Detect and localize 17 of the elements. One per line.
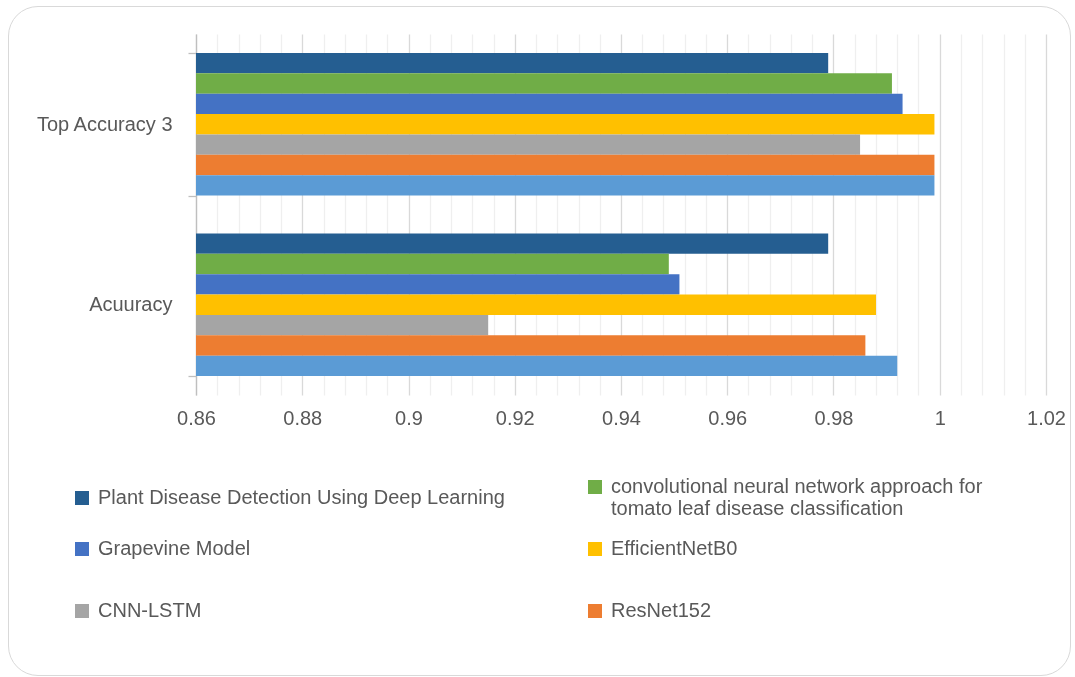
legend-label: CNN-LSTM xyxy=(98,599,202,621)
legend-label: ResNet152 xyxy=(611,599,712,621)
x-tick-label: 0.96 xyxy=(708,406,748,429)
legend-label: Plant Disease Detection Using Deep Learning xyxy=(98,486,505,508)
x-tick-label: 1 xyxy=(934,406,946,429)
x-tick-label: 0.94 xyxy=(602,406,641,429)
x-tick-label: 1.02 xyxy=(1027,406,1066,429)
x-tick-label: 0.86 xyxy=(177,406,216,429)
legend-label: Grapevine Model xyxy=(98,537,251,559)
x-tick-label: 0.88 xyxy=(283,406,323,429)
x-tick-label: 0.98 xyxy=(814,406,854,429)
x-tick-label: 0.9 xyxy=(395,406,423,429)
legend-label: EfficientNetB0 xyxy=(611,537,738,559)
legend-label: convolutional neural network approach for tomato leaf disease classification xyxy=(611,475,983,519)
x-tick-label: 0.92 xyxy=(495,406,535,429)
y-tick-label: Acuuracy xyxy=(89,293,173,316)
y-tick-label: Top Accuracy 3 xyxy=(36,112,173,135)
